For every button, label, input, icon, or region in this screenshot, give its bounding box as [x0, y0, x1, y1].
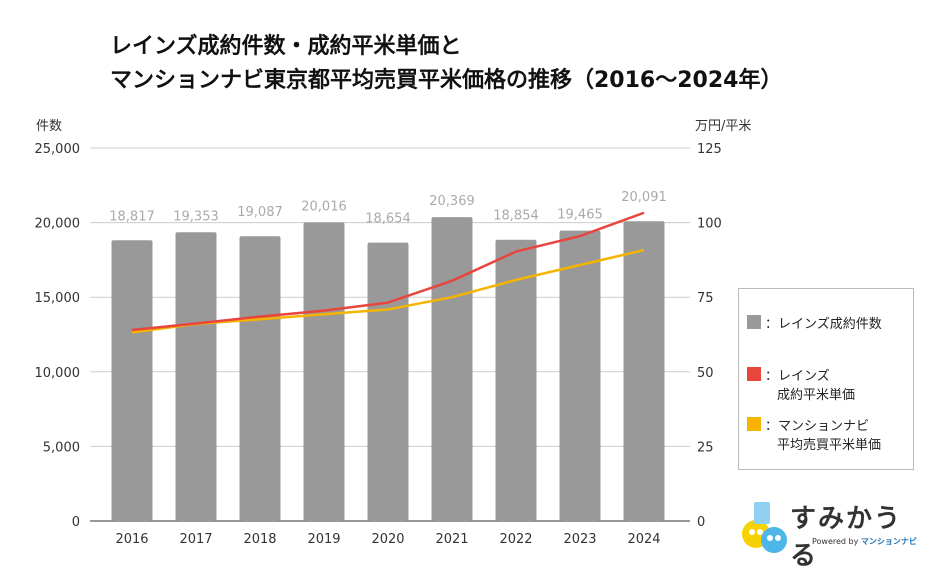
brand-name: マンションナビ [860, 537, 917, 546]
powered-by: Powered by [812, 537, 859, 546]
x-tick-label: 2024 [627, 532, 660, 547]
legend-label-2: 成約平米単価 [777, 388, 856, 403]
mascot-icon [742, 502, 787, 553]
legend-swatch-bar [747, 315, 761, 329]
x-tick-label: 2016 [115, 532, 148, 547]
series-line [131, 248, 645, 334]
bar [559, 230, 601, 521]
bar-data-label: 20,369 [429, 194, 475, 209]
x-tick-label: 2021 [435, 532, 468, 547]
y-right-axis-label: 万円/平米 [695, 119, 751, 134]
bar-data-label: 19,353 [173, 209, 219, 224]
y-right-tick-label: 0 [697, 515, 705, 530]
bar-data-label: 19,087 [237, 205, 283, 220]
y-left-tick-label: 5,000 [43, 440, 80, 455]
bar-data-label: 18,854 [493, 209, 539, 224]
y-right-tick-label: 50 [697, 366, 714, 381]
chart-title-line2: マンションナビ東京都平均売買平米価格の推移（2016〜2024年） [110, 68, 783, 93]
x-tick-label: 2017 [179, 532, 212, 547]
y-left-tick-label: 10,000 [35, 366, 81, 381]
legend-item-bar: ：レインズ成約件数 [747, 313, 882, 332]
legend-item-navi: ：マンションナビ平均売買平米単価 [747, 415, 881, 453]
y-left-tick-label: 0 [72, 515, 80, 530]
x-tick-label: 2023 [563, 532, 596, 547]
bar-data-label: 18,817 [109, 209, 155, 224]
y-right-tick-label: 100 [697, 217, 722, 232]
logo: すみかうる Powered by マンションナビ [740, 498, 920, 571]
series-line [131, 211, 645, 332]
bar-data-label: 19,465 [557, 208, 603, 223]
legend-label-2: 平均売買平米単価 [777, 438, 882, 453]
bar-data-label: 20,091 [621, 190, 667, 205]
logo-powered: Powered by マンションナビ [812, 536, 917, 547]
bar [303, 222, 345, 522]
legend-item-reins: ：レインズ成約平米単価 [747, 365, 855, 403]
x-tick-label: 2020 [371, 532, 404, 547]
legend-swatch-reins [747, 367, 761, 381]
y-right-tick-label: 25 [697, 440, 714, 455]
x-tick-label: 2019 [307, 532, 340, 547]
bar [175, 232, 217, 521]
logo-text: すみかうる [790, 504, 903, 571]
legend-label: ：レインズ成約件数 [765, 317, 882, 332]
legend-label: ：マンションナビ [765, 419, 870, 434]
bar [495, 239, 537, 522]
x-tick-label: 2018 [243, 532, 276, 547]
bar-data-label: 18,654 [365, 212, 411, 227]
y-left-tick-label: 15,000 [35, 291, 81, 306]
x-tick-label: 2022 [499, 532, 532, 547]
chart-title-line1: レインズ成約件数・成約平米単価と [110, 34, 462, 59]
legend-swatch-navi [747, 417, 761, 431]
y-right-tick-label: 125 [697, 142, 722, 157]
y-left-axis-label: 件数 [36, 119, 62, 134]
bar [367, 242, 409, 522]
y-right-tick-label: 75 [697, 291, 714, 306]
legend: ：レインズ成約件数 ：レインズ成約平米単価 ：マンションナビ平均売買平米単価 [738, 288, 914, 470]
bar-data-label: 20,016 [301, 199, 347, 214]
bar [111, 240, 153, 521]
bar [623, 221, 665, 521]
bar [239, 236, 281, 521]
y-left-tick-label: 20,000 [35, 217, 81, 232]
legend-label: ：レインズ [765, 369, 830, 384]
bar [431, 217, 473, 521]
y-left-tick-label: 25,000 [35, 142, 81, 157]
